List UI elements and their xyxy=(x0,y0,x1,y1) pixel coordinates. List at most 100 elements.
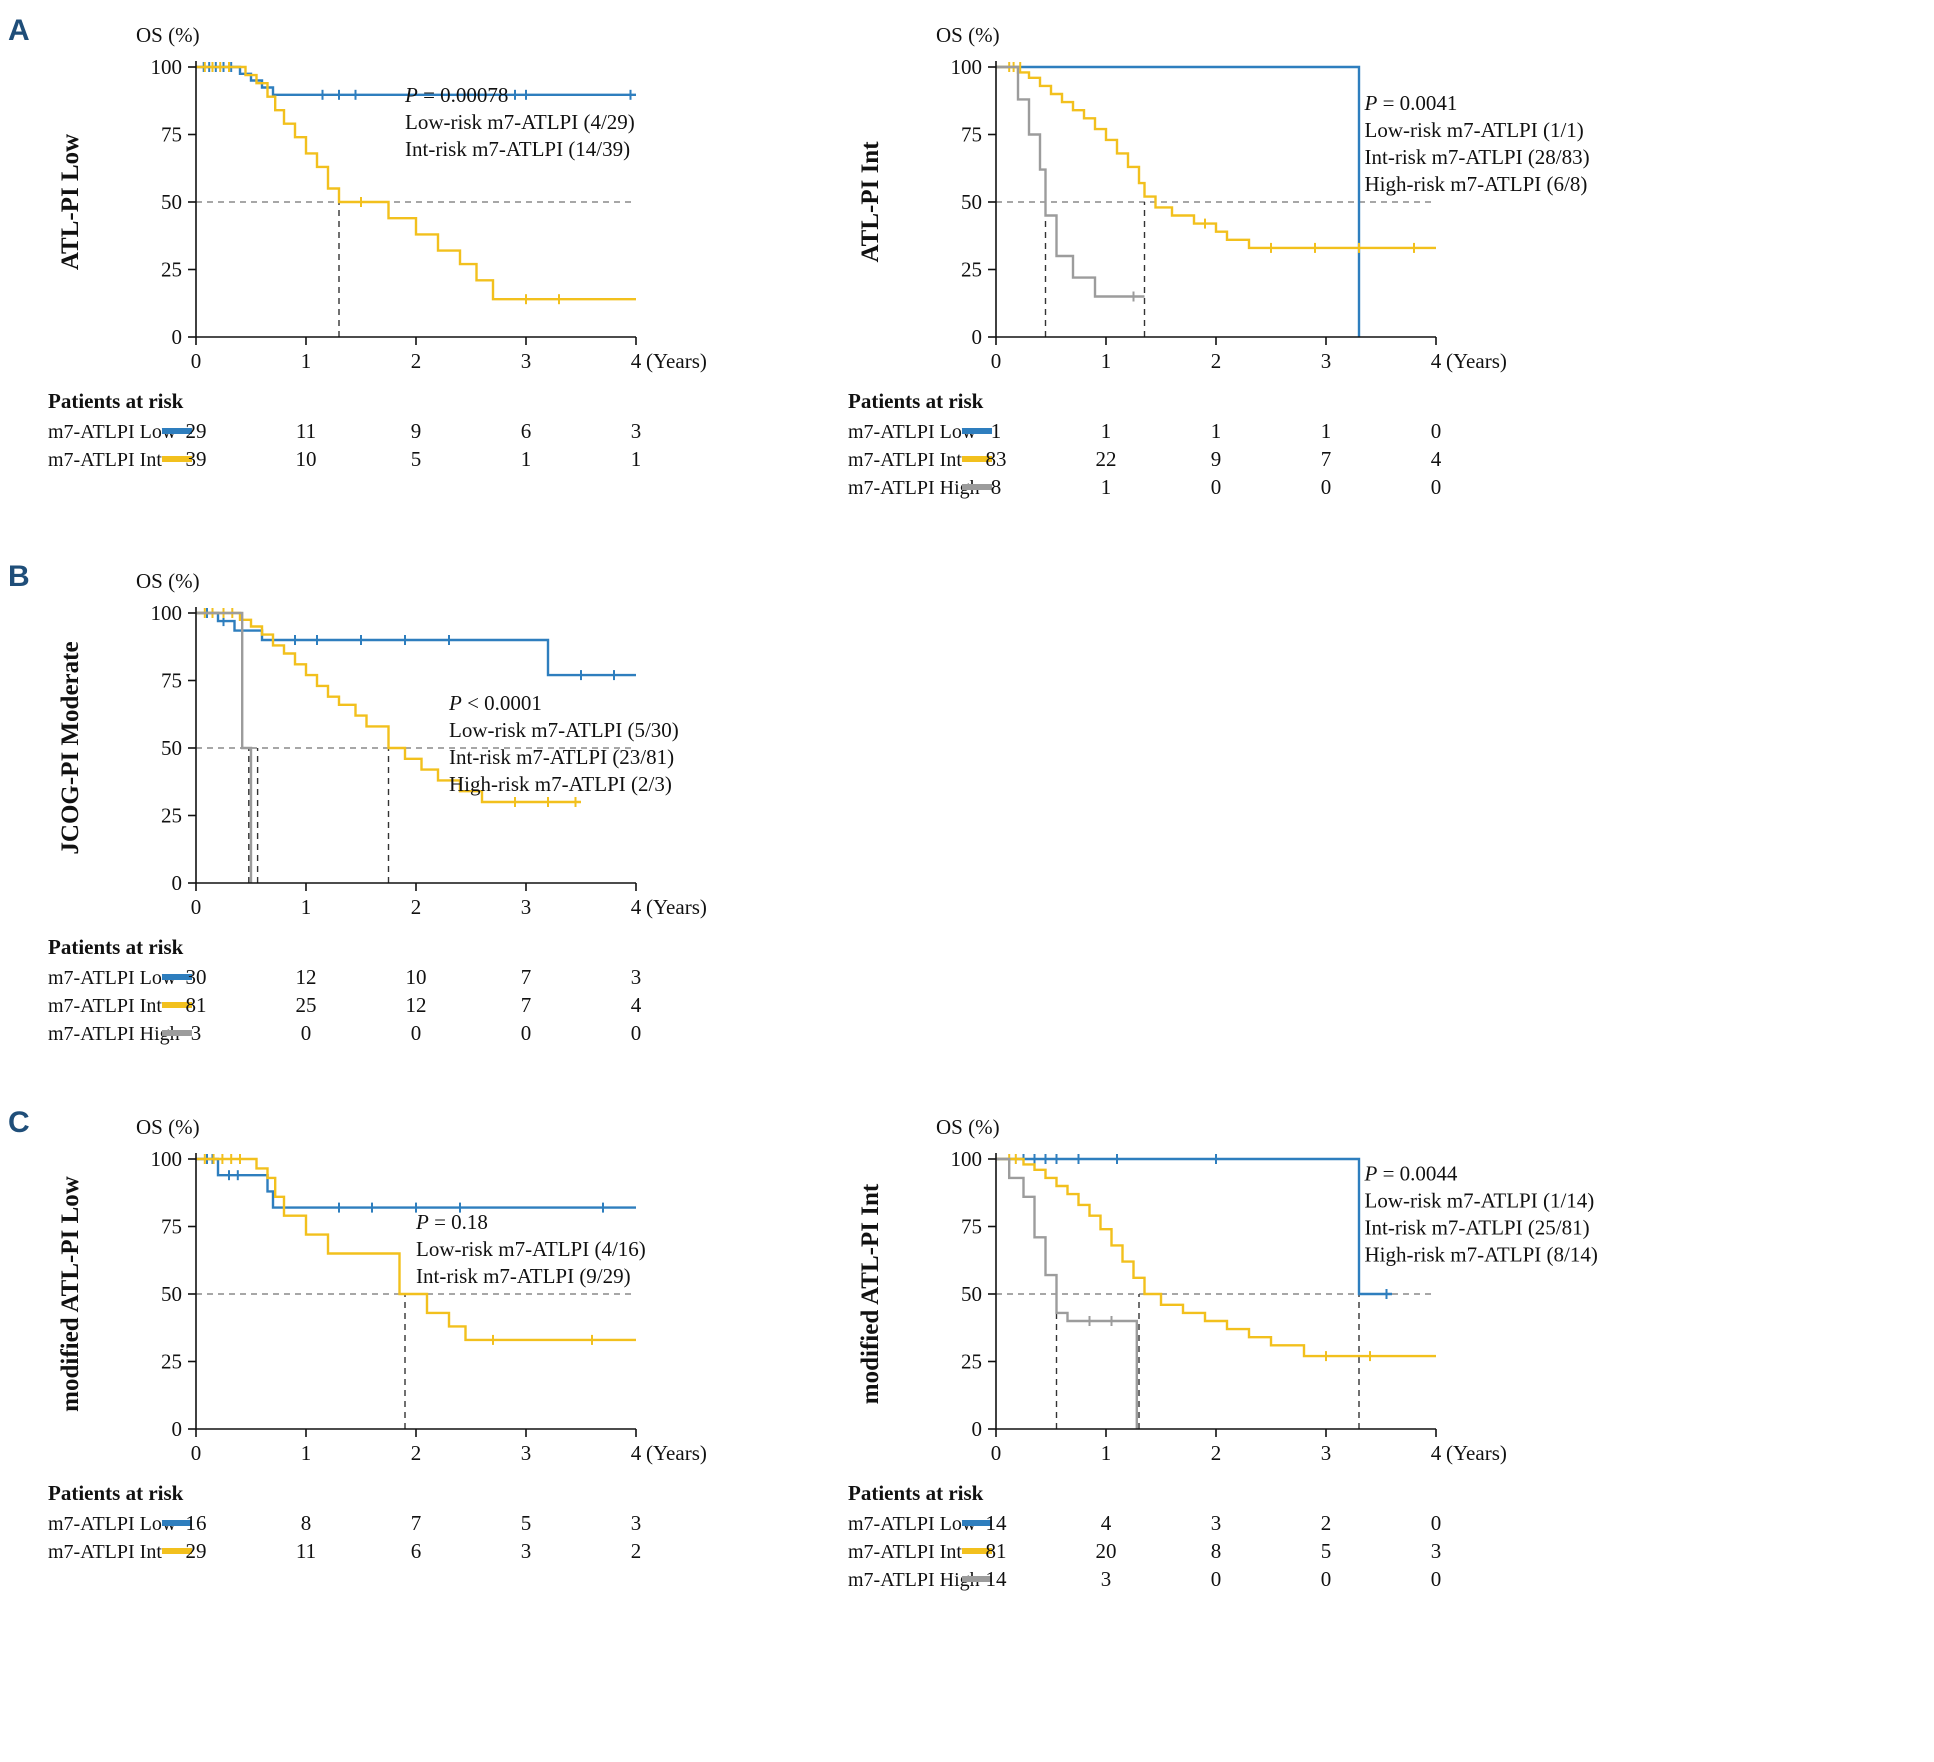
legend-line: High-risk m7-ATLPI (2/3) xyxy=(449,772,672,796)
at-risk-count: 0 xyxy=(1431,475,1442,499)
at-risk-count: 0 xyxy=(1431,419,1442,443)
x-unit-label: (Years) xyxy=(1446,1441,1507,1465)
at-risk-count: 1 xyxy=(1101,475,1112,499)
km-curve-m7-atlpi-int xyxy=(196,611,581,804)
at-risk-title: Patients at risk xyxy=(48,1481,184,1505)
km-curve-m7-atlpi-low xyxy=(996,1157,1392,1296)
group-axis-label: JCOG-PI Moderate xyxy=(57,641,84,854)
at-risk-count: 6 xyxy=(521,419,532,443)
x-tick-label: 0 xyxy=(191,895,202,919)
at-risk-count: 5 xyxy=(411,447,422,471)
at-risk-count: 3 xyxy=(631,1511,642,1535)
x-tick-label: 2 xyxy=(1211,1441,1222,1465)
at-risk-count: 5 xyxy=(1321,1539,1332,1563)
at-risk-row-label: m7-ATLPI Int xyxy=(48,1541,162,1563)
at-risk-count: 7 xyxy=(521,965,532,989)
at-risk-count: 0 xyxy=(1431,1567,1442,1591)
at-risk-count: 0 xyxy=(1211,1567,1222,1591)
x-tick-label: 2 xyxy=(411,349,422,373)
at-risk-title: Patients at risk xyxy=(848,1481,984,1505)
km-curve-m7-atlpi-low xyxy=(196,1157,636,1209)
group-axis-label: modified ATL-PI Low xyxy=(57,1176,84,1412)
x-tick-label: 4 xyxy=(631,895,642,919)
y-tick-label: 50 xyxy=(161,736,182,760)
x-tick-label: 3 xyxy=(521,1441,532,1465)
section-label-A: A xyxy=(8,14,30,47)
at-risk-count: 1 xyxy=(1101,419,1112,443)
at-risk-count: 3 xyxy=(1101,1567,1112,1591)
y-tick-label: 25 xyxy=(961,258,982,282)
at-risk-row-label: m7-ATLPI High xyxy=(848,1569,980,1591)
y-tick-label: 25 xyxy=(161,258,182,282)
at-risk-count: 1 xyxy=(631,447,642,471)
x-unit-label: (Years) xyxy=(646,1441,707,1465)
section-label-B: B xyxy=(8,560,30,593)
y-tick-label: 25 xyxy=(161,1350,182,1374)
at-risk-count: 0 xyxy=(1321,475,1332,499)
p-value: P = 0.18 xyxy=(415,1210,488,1234)
at-risk-count: 3 xyxy=(1431,1539,1442,1563)
at-risk-count: 0 xyxy=(1321,1567,1332,1591)
km-figure: A ATL-PI Low OS (%) 0 25 50 75 100 0 1 2 3 4 (Years) P… xyxy=(8,12,1934,1604)
group-axis-label: ATL-PI Low xyxy=(57,134,84,270)
x-tick-label: 4 xyxy=(1431,349,1442,373)
legend-line: Low-risk m7-ATLPI (1/14) xyxy=(1365,1189,1595,1213)
y-tick-label: 75 xyxy=(161,669,182,693)
km-curve-m7-atlpi-int xyxy=(196,65,636,301)
at-risk-count: 3 xyxy=(191,1021,202,1045)
at-risk-row-label: m7-ATLPI Low xyxy=(48,421,177,443)
x-tick-label: 2 xyxy=(411,895,422,919)
x-tick-label: 2 xyxy=(1211,349,1222,373)
figure-row-A: A ATL-PI Low OS (%) 0 25 50 75 100 0 1 2 3 4 (Years) P… xyxy=(8,12,1934,512)
at-risk-count: 14 xyxy=(986,1511,1008,1535)
x-unit-label: (Years) xyxy=(1446,349,1507,373)
at-risk-count: 0 xyxy=(521,1021,532,1045)
y-tick-label: 25 xyxy=(961,1350,982,1374)
y-axis-title: OS (%) xyxy=(136,569,200,593)
at-risk-count: 0 xyxy=(1211,475,1222,499)
legend-line: Int-risk m7-ATLPI (23/81) xyxy=(449,745,674,769)
p-value: P = 0.00078 xyxy=(404,83,508,107)
at-risk-row-label: m7-ATLPI Low xyxy=(48,967,177,989)
at-risk-count: 0 xyxy=(631,1021,642,1045)
legend-line: High-risk m7-ATLPI (6/8) xyxy=(1365,172,1588,196)
at-risk-row-label: m7-ATLPI Int xyxy=(848,449,962,471)
y-tick-label: 0 xyxy=(172,871,183,895)
at-risk-count: 9 xyxy=(411,419,422,443)
at-risk-count: 8 xyxy=(1211,1539,1222,1563)
x-tick-label: 0 xyxy=(991,349,1002,373)
legend-line: Int-risk m7-ATLPI (14/39) xyxy=(405,137,630,161)
at-risk-count: 1 xyxy=(1211,419,1222,443)
y-tick-label: 75 xyxy=(161,1215,182,1239)
at-risk-count: 0 xyxy=(1431,1511,1442,1535)
legend-line: Low-risk m7-ATLPI (1/1) xyxy=(1365,118,1584,142)
at-risk-count: 3 xyxy=(631,965,642,989)
legend-line: Low-risk m7-ATLPI (5/30) xyxy=(449,718,679,742)
km-curve-m7-atlpi-int xyxy=(196,1157,636,1342)
x-tick-label: 1 xyxy=(1101,1441,1112,1465)
y-tick-label: 100 xyxy=(151,1147,183,1171)
x-tick-label: 0 xyxy=(191,349,202,373)
x-tick-label: 1 xyxy=(301,1441,312,1465)
legend-line: Int-risk m7-ATLPI (25/81) xyxy=(1365,1216,1590,1240)
at-risk-count: 29 xyxy=(186,1539,207,1563)
y-tick-label: 100 xyxy=(951,55,983,79)
group-axis-label: ATL-PI Int xyxy=(857,141,884,263)
y-axis-title: OS (%) xyxy=(136,1115,200,1139)
at-risk-count: 12 xyxy=(296,965,317,989)
x-tick-label: 3 xyxy=(1321,349,1332,373)
at-risk-count: 1 xyxy=(521,447,532,471)
at-risk-count: 9 xyxy=(1211,447,1222,471)
at-risk-count: 20 xyxy=(1096,1539,1117,1563)
legend-line: Low-risk m7-ATLPI (4/29) xyxy=(405,110,635,134)
at-risk-count: 30 xyxy=(186,965,207,989)
y-tick-label: 50 xyxy=(161,190,182,214)
at-risk-count: 7 xyxy=(521,993,532,1017)
at-risk-row-label: m7-ATLPI High xyxy=(848,477,980,499)
km-curve-m7-atlpi-high xyxy=(996,65,1145,298)
at-risk-count: 3 xyxy=(631,419,642,443)
at-risk-count: 81 xyxy=(186,993,207,1017)
